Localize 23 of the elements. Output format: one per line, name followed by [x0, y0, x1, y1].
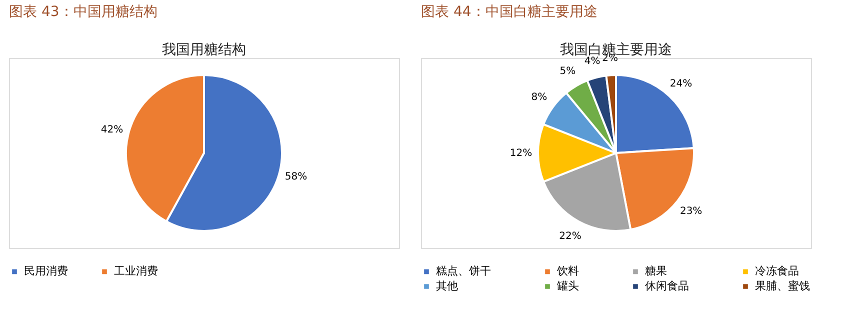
data-label: 42% [100, 124, 124, 136]
data-label: 4% [584, 56, 600, 67]
legend-label: 休闲食品 [645, 280, 689, 292]
legend-label: 罐头 [557, 280, 579, 292]
chart-title: 图表 44：中国白糖主要用途 [421, 4, 598, 20]
legend-label: 冷冻食品 [755, 264, 799, 278]
legend-label: 饮料 [556, 264, 579, 278]
legend-label: 糕点、饼干 [436, 264, 491, 278]
data-label: 24% [670, 78, 692, 90]
data-label: 5% [560, 66, 576, 78]
data-label: 22% [559, 231, 582, 242]
data-label: 23% [680, 206, 702, 218]
data-label: 58% [284, 172, 308, 183]
legend-label: 其他 [436, 280, 458, 292]
chart-subtitle: 我国用糖结构 [162, 42, 246, 58]
data-label: 2% [602, 53, 618, 64]
legend-label: 工业消费 [114, 264, 158, 278]
data-label: 8% [531, 92, 548, 104]
legend-label: 果脯、蜜饯 [755, 280, 810, 292]
legend-label: 民用消费 [24, 264, 68, 278]
data-label: 12% [510, 148, 532, 159]
chart-title: 图表 43：中国用糖结构 [9, 4, 158, 20]
legend-label: 糖果 [645, 264, 667, 278]
